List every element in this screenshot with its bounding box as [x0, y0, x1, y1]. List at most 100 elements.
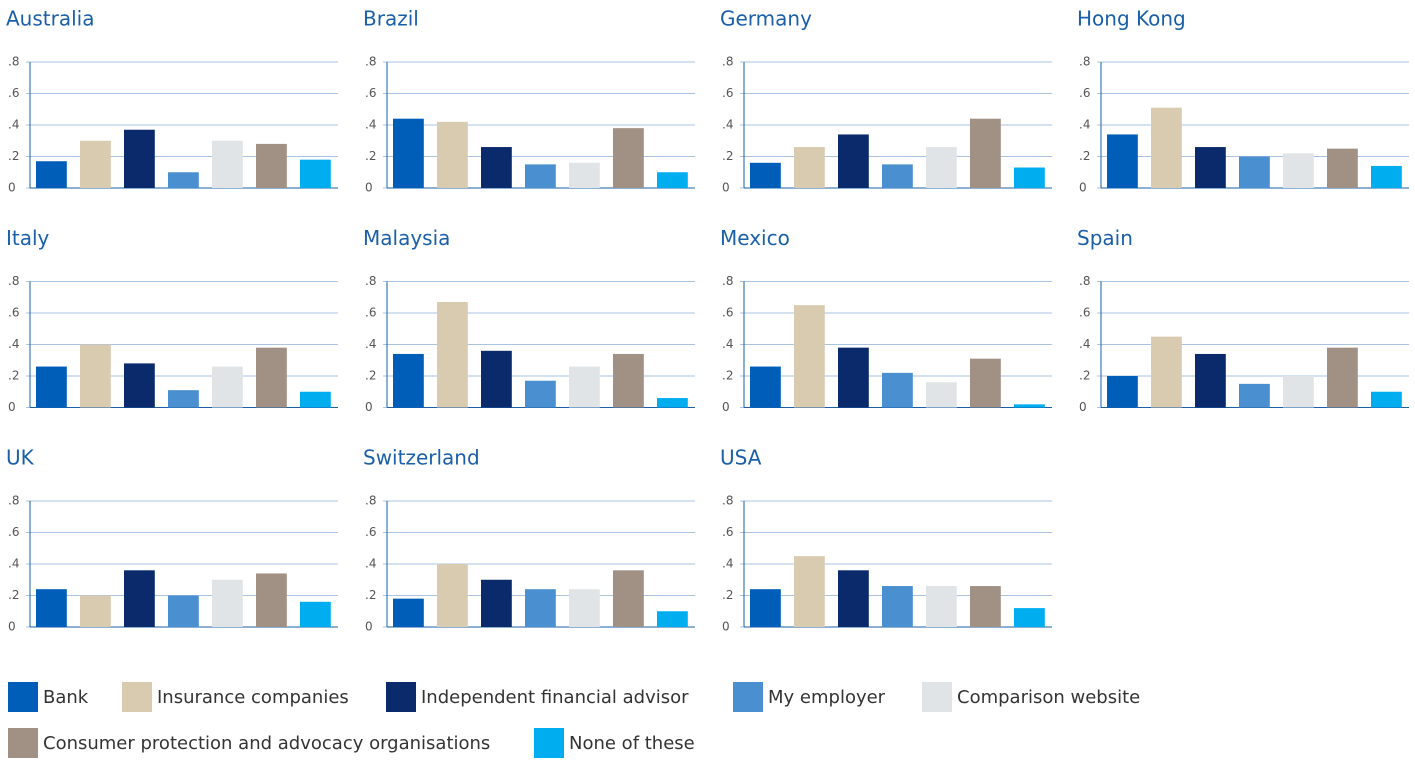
legend-swatch	[922, 682, 952, 712]
y-tick-label: 0	[365, 181, 373, 195]
y-tick-label: .4	[365, 557, 376, 571]
y-tick-label: 0	[8, 620, 16, 634]
y-tick-label: .6	[365, 306, 376, 320]
bar	[1014, 167, 1045, 188]
y-tick-label: .4	[365, 118, 376, 132]
bar	[1283, 376, 1314, 408]
bar	[1327, 347, 1358, 408]
legend-swatch	[122, 682, 152, 712]
chart-title: Spain	[1077, 226, 1133, 250]
bar	[1195, 147, 1226, 188]
y-tick-label: .2	[722, 588, 733, 602]
bar	[36, 589, 67, 627]
y-tick-label: .8	[722, 274, 733, 288]
bar	[569, 589, 600, 627]
chart-title: Germany	[720, 7, 812, 31]
bar	[256, 573, 287, 627]
y-tick-label: .6	[365, 86, 376, 100]
y-tick-label: .8	[722, 494, 733, 508]
y-tick-label: .2	[1079, 149, 1090, 163]
y-tick-label: .4	[1079, 118, 1090, 132]
y-tick-label: .6	[8, 525, 19, 539]
y-tick-label: .2	[722, 149, 733, 163]
bar	[300, 601, 331, 627]
y-tick-label: .8	[8, 494, 19, 508]
bar	[437, 301, 468, 408]
chart-title: USA	[720, 446, 762, 470]
y-tick-label: 0	[8, 181, 16, 195]
bar	[80, 595, 111, 627]
bar	[750, 162, 781, 188]
bar	[437, 564, 468, 627]
chart-title: Mexico	[720, 226, 790, 250]
y-tick-label: .4	[8, 118, 19, 132]
bar	[212, 579, 243, 627]
bar	[36, 366, 67, 408]
bar	[1371, 391, 1402, 408]
y-tick-label: .4	[722, 557, 733, 571]
bar	[525, 164, 556, 188]
chart-title: UK	[6, 446, 35, 470]
legend-swatch	[386, 682, 416, 712]
bar	[926, 382, 957, 408]
y-tick-label: .6	[8, 86, 19, 100]
y-tick-label: 0	[722, 400, 730, 414]
bar	[525, 589, 556, 627]
y-tick-label: .6	[722, 525, 733, 539]
y-tick-label: .2	[722, 369, 733, 383]
y-tick-label: .2	[8, 588, 19, 602]
bar	[926, 586, 957, 627]
y-tick-label: .2	[365, 149, 376, 163]
y-tick-label: .8	[365, 55, 376, 69]
legend-swatch	[8, 682, 38, 712]
bar	[525, 380, 556, 408]
y-tick-label: .8	[8, 55, 19, 69]
y-tick-label: .2	[365, 588, 376, 602]
bar	[80, 140, 111, 188]
bar	[1107, 134, 1138, 188]
bar	[1151, 336, 1182, 408]
bar	[926, 147, 957, 188]
legend-swatch	[534, 728, 564, 758]
y-tick-label: .2	[8, 369, 19, 383]
bar	[750, 589, 781, 627]
bar	[481, 579, 512, 627]
bar	[124, 129, 155, 188]
y-tick-label: .8	[365, 274, 376, 288]
y-tick-label: .8	[1079, 274, 1090, 288]
y-tick-label: 0	[8, 400, 16, 414]
legend-label: Bank	[43, 687, 89, 708]
legend-label: None of these	[569, 733, 695, 754]
bar	[256, 143, 287, 188]
bar	[1239, 383, 1270, 408]
bar	[970, 358, 1001, 408]
y-tick-label: 0	[1079, 400, 1087, 414]
legend-label: Comparison website	[957, 687, 1140, 708]
y-tick-label: .4	[1079, 337, 1090, 351]
bar	[1107, 376, 1138, 408]
y-tick-label: .2	[1079, 369, 1090, 383]
bar	[80, 344, 111, 408]
bar	[256, 347, 287, 408]
bar	[124, 363, 155, 408]
bar	[1195, 353, 1226, 408]
chart-title: Australia	[6, 7, 94, 31]
chart-title: Italy	[6, 226, 50, 250]
y-tick-label: .8	[1079, 55, 1090, 69]
bar	[657, 611, 688, 627]
bar	[300, 391, 331, 408]
bar	[613, 128, 644, 188]
chart-title: Brazil	[363, 7, 419, 31]
bar	[970, 586, 1001, 627]
bar	[393, 118, 424, 188]
y-tick-label: 0	[365, 620, 373, 634]
bar	[1239, 156, 1270, 188]
bar	[657, 398, 688, 408]
bar	[1014, 404, 1045, 408]
bar	[838, 347, 869, 408]
bar	[1327, 148, 1358, 188]
legend-label: My employer	[768, 687, 886, 708]
y-tick-label: .6	[722, 86, 733, 100]
chart-title: Malaysia	[363, 226, 450, 250]
